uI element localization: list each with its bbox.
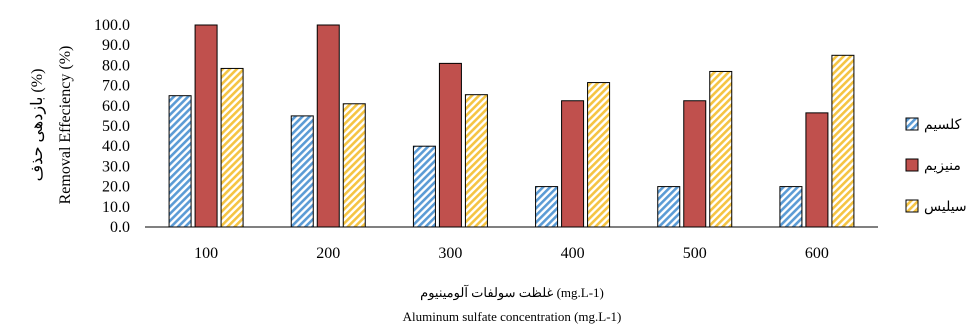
x-tick-label: 300 <box>438 245 462 262</box>
x-tick-label: 400 <box>561 245 585 262</box>
y-tick-label: 100.0 <box>94 17 130 34</box>
x-axis-label-fa: غلظت سولفات آلومینیوم (mg.L-1) <box>420 284 604 301</box>
legend-swatch <box>905 117 919 131</box>
bars-group <box>168 24 855 228</box>
y-tick-label: 10.0 <box>102 199 130 216</box>
y-tick-label: 0.0 <box>110 219 130 236</box>
y-tick-label: 60.0 <box>102 98 130 115</box>
bar <box>805 112 829 228</box>
bar <box>438 62 462 228</box>
bar <box>535 186 559 228</box>
bar <box>290 115 314 228</box>
legend-label: کلسیم <box>924 117 962 133</box>
bar <box>168 95 192 228</box>
bar <box>683 100 707 228</box>
y-tick-label: 20.0 <box>102 179 130 196</box>
y-tick-label: 70.0 <box>102 78 130 95</box>
legend-swatch <box>905 199 919 213</box>
x-tick-label: 100 <box>194 245 218 262</box>
bar <box>709 70 733 228</box>
bar <box>342 103 366 228</box>
bar <box>561 100 585 228</box>
y-axis-label-fa: بازدهی حذف (%) <box>29 69 46 182</box>
bar <box>657 186 681 228</box>
bar <box>220 67 244 228</box>
x-tick-label: 600 <box>805 245 829 262</box>
bar <box>194 24 218 228</box>
legend-swatch <box>905 158 919 172</box>
y-tick-label: 80.0 <box>102 57 130 74</box>
bar <box>587 82 611 228</box>
y-axis-ticks: 0.0 10.0 20.0 30.0 40.0 50.0 60.0 70.0 80.0 90.0 1… <box>94 17 130 236</box>
bar <box>831 54 855 228</box>
y-axis-label-en: Removal Effeciency (%) <box>57 46 74 205</box>
y-tick-label: 40.0 <box>102 138 130 155</box>
bar <box>316 24 340 228</box>
legend-label: سیلیس <box>924 199 967 215</box>
bar <box>779 186 803 228</box>
y-tick-label: 90.0 <box>102 37 130 54</box>
y-tick-label: 30.0 <box>102 158 130 175</box>
legend: کلسیم منیزیم سیلیس <box>905 117 967 215</box>
y-axis-title: بازدهی حذف (%) Removal Effeciency (%) <box>29 46 74 205</box>
bar <box>412 145 436 228</box>
legend-label: منیزیم <box>924 158 961 174</box>
x-axis-label-en: Aluminum sulfate concentration (mg.L-1) <box>403 309 622 324</box>
y-tick-label: 50.0 <box>102 118 130 135</box>
x-axis-ticks: 100 200 300 400 500 600 <box>194 245 829 262</box>
x-tick-label: 500 <box>683 245 707 262</box>
x-axis-title: غلظت سولفات آلومینیوم (mg.L-1) Aluminum … <box>403 284 622 324</box>
bar <box>464 94 488 228</box>
x-tick-label: 200 <box>316 245 340 262</box>
